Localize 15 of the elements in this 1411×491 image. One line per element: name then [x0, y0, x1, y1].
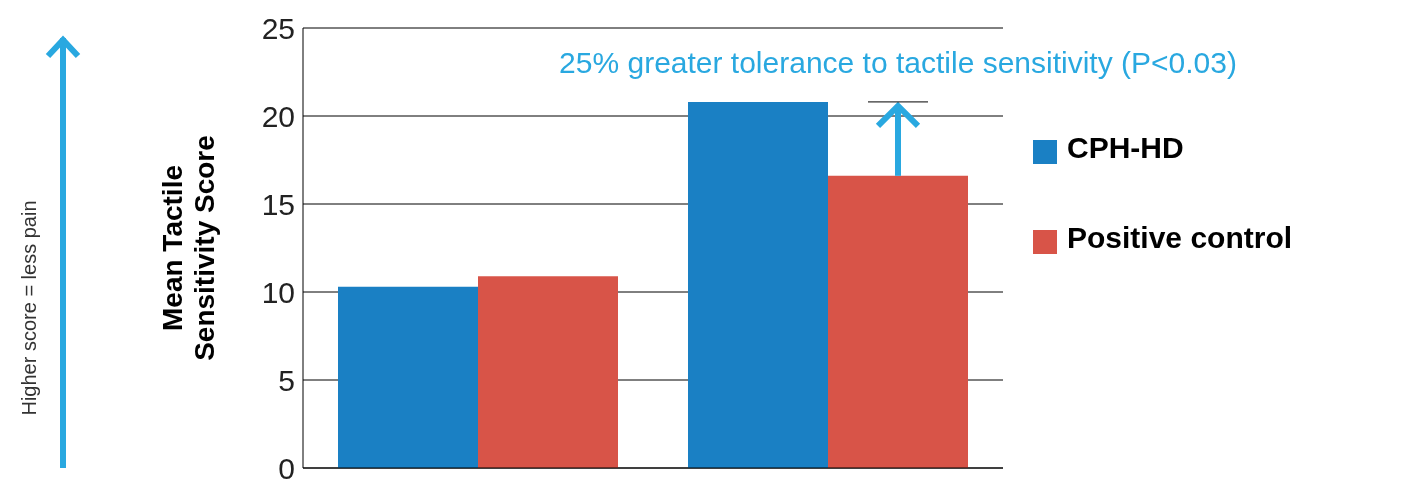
text: Higher score = less pain	[18, 200, 40, 416]
y-tick-label: 20	[261, 99, 295, 133]
bar	[688, 101, 828, 468]
annotation: 25% greater tolerance to tactile sensitivity (P<0.03)	[559, 46, 1237, 79]
y-axis-title: Mean Tactile Sensitivity Score	[157, 135, 220, 361]
y-tick-label: 25	[261, 11, 295, 45]
bar	[478, 276, 618, 468]
bar	[338, 286, 478, 468]
y-tick-label: 0	[278, 451, 295, 485]
y-tick-label: 5	[278, 363, 295, 397]
y-tick-label: 10	[261, 275, 295, 309]
y-tick-label: 15	[261, 187, 295, 221]
legend-label: Positive control	[1067, 221, 1293, 254]
legend-label: CPH-HD	[1067, 131, 1184, 164]
bar	[828, 175, 968, 468]
